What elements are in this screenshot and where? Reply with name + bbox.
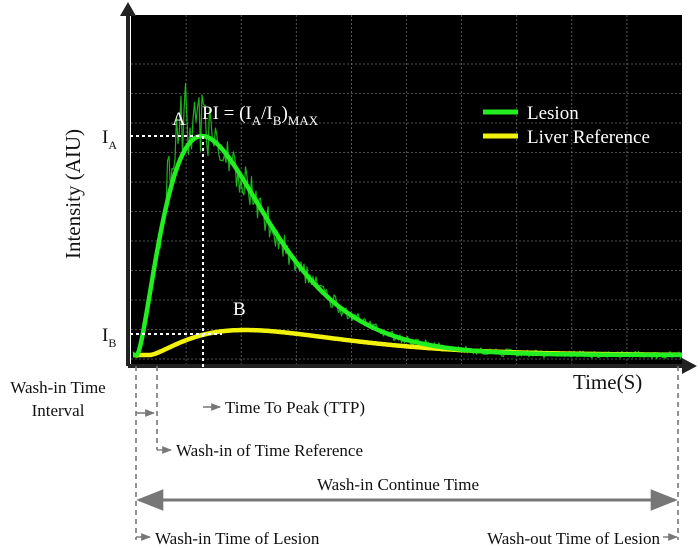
ttp-label: Time To Peak (TTP) — [225, 398, 365, 417]
wash-out-label: Wash-out Time of Lesion — [487, 529, 660, 548]
level-label-lesion: IA — [102, 127, 117, 152]
legend-label-lesion: Lesion — [527, 103, 579, 124]
legend: Lesion Liver Reference — [483, 103, 650, 148]
y-axis-label: Intensity (AIU) — [61, 129, 85, 259]
pi-formula: PI = (IA/IB)MAX — [202, 103, 319, 128]
series-curves — [132, 83, 683, 359]
x-axis-arrowhead — [682, 358, 697, 374]
gridlines — [131, 15, 682, 366]
peak-label-reference: B — [233, 299, 246, 320]
continue-time-label: Wash-in Continue Time — [317, 475, 479, 494]
x-axis-label: Time(S) — [573, 370, 642, 394]
y-axis-arrowhead — [120, 2, 136, 16]
lesion-wash-in-label: Wash-in Time of Lesion — [155, 529, 320, 548]
legend-label-reference: Liver Reference — [527, 127, 650, 148]
wash-in-interval-label: Wash-in Time Interval — [10, 378, 105, 420]
peak-guides — [130, 135, 222, 406]
timing-annotations: Wash-in Time Interval Time To Peak (TTP) … — [10, 366, 679, 548]
peak-label-lesion: A — [172, 109, 186, 130]
level-label-reference: IB — [102, 325, 116, 350]
reference-wash-in-label: Wash-in of Time Reference — [176, 441, 363, 460]
lesion-fitted-curve — [132, 133, 683, 358]
